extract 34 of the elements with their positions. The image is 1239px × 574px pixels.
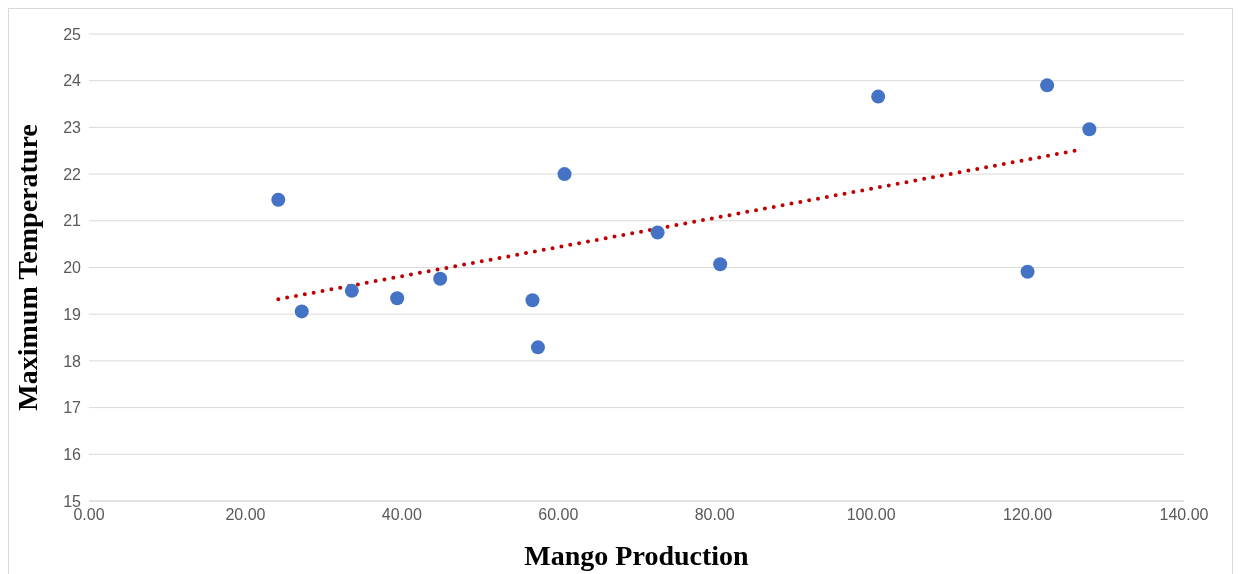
x-axis-title: Mango Production [524, 540, 750, 571]
point [1040, 78, 1055, 93]
x-tick-label: 120.00 [1003, 506, 1053, 524]
y-axis-title: Maximum Temperature [11, 124, 43, 411]
y-tick-label: 19 [63, 305, 82, 323]
point [1020, 264, 1035, 279]
point [525, 293, 540, 308]
point [433, 271, 448, 286]
y-tick-label: 22 [63, 165, 82, 183]
y-tick-label: 16 [63, 445, 82, 463]
x-tick-label: 40.00 [381, 506, 422, 524]
x-tick-label: 20.00 [225, 506, 266, 524]
x-tick-label: 140.00 [1159, 506, 1209, 524]
point [871, 89, 886, 104]
x-tick-label: 80.00 [694, 506, 735, 524]
y-tick-label: 21 [63, 212, 82, 230]
point [650, 225, 665, 240]
y-tick-label: 18 [63, 352, 82, 370]
point [1082, 122, 1097, 137]
point [390, 291, 405, 306]
y-tick-label: 25 [63, 25, 82, 43]
point [271, 192, 286, 207]
point [530, 340, 545, 355]
y-tick-label: 17 [63, 399, 82, 417]
x-tick-label: 60.00 [538, 506, 579, 524]
x-tick-label: 0.00 [73, 506, 105, 524]
y-tick-label: 20 [63, 259, 82, 277]
point [713, 257, 728, 272]
x-tick-label: 100.00 [846, 506, 896, 524]
y-tick-label: 23 [63, 119, 82, 137]
point [344, 283, 359, 298]
point [557, 167, 572, 182]
point [294, 304, 309, 319]
y-tick-label: 24 [63, 72, 82, 90]
